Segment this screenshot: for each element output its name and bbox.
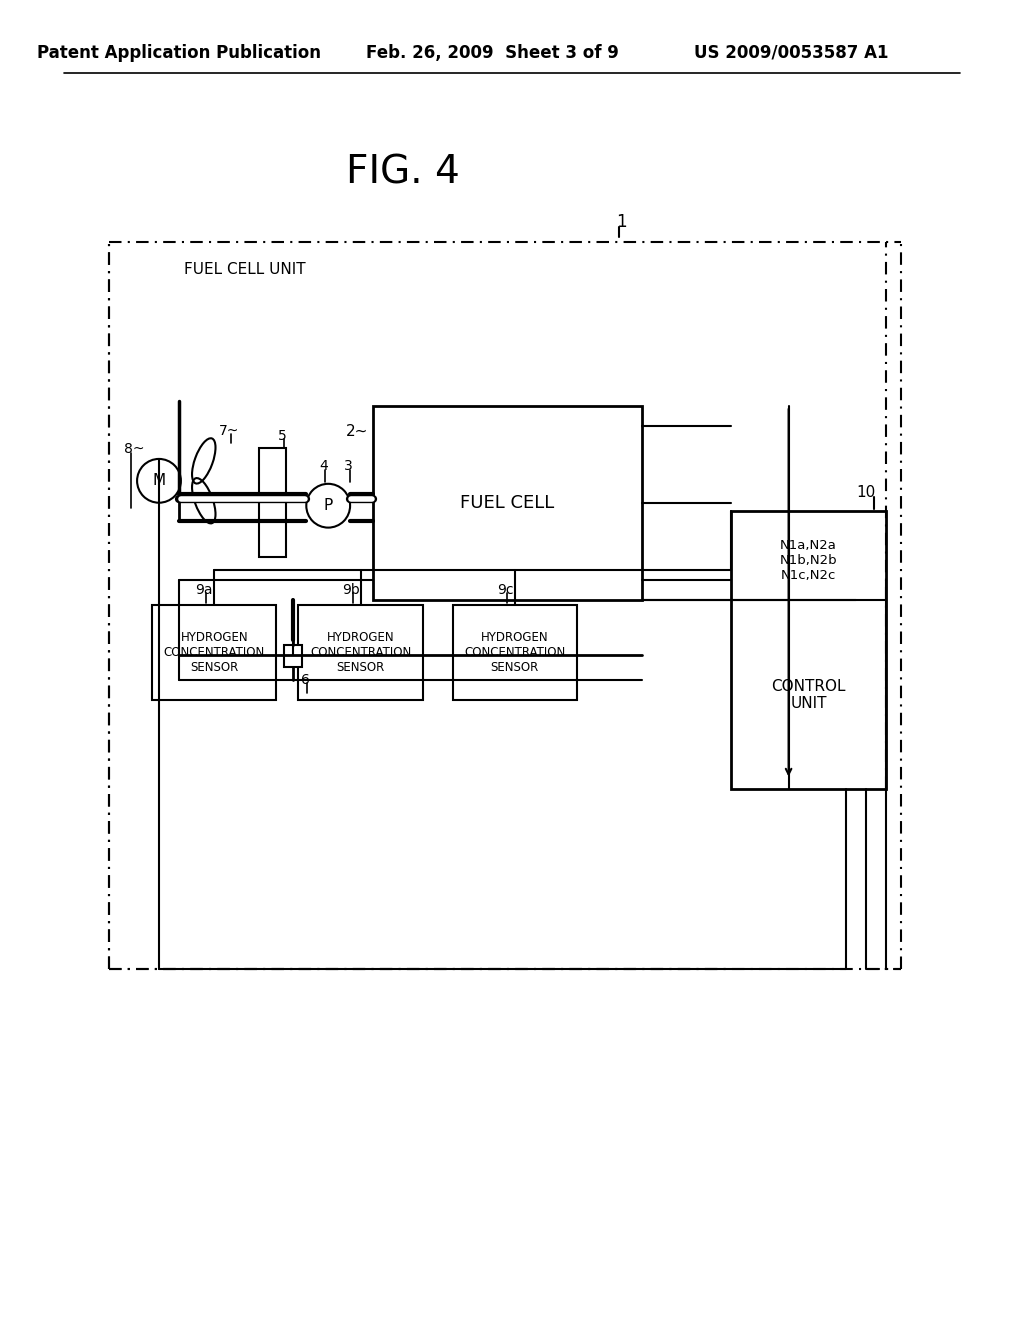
Text: 2~: 2~ bbox=[346, 424, 368, 438]
Text: M: M bbox=[153, 474, 166, 488]
FancyBboxPatch shape bbox=[152, 606, 276, 700]
Text: 9a: 9a bbox=[196, 583, 213, 598]
Text: 8~: 8~ bbox=[124, 442, 144, 455]
Text: FUEL CELL: FUEL CELL bbox=[460, 494, 555, 512]
Text: FUEL CELL UNIT: FUEL CELL UNIT bbox=[184, 261, 305, 277]
Text: CONTROL
UNIT: CONTROL UNIT bbox=[771, 678, 846, 711]
Text: FIG. 4: FIG. 4 bbox=[346, 153, 460, 191]
Text: Feb. 26, 2009  Sheet 3 of 9: Feb. 26, 2009 Sheet 3 of 9 bbox=[366, 44, 618, 62]
FancyBboxPatch shape bbox=[298, 606, 423, 700]
Text: 1: 1 bbox=[616, 213, 627, 231]
FancyBboxPatch shape bbox=[453, 606, 578, 700]
Text: 6: 6 bbox=[301, 673, 309, 686]
Text: HYDROGEN
CONCENTRATION
SENSOR: HYDROGEN CONCENTRATION SENSOR bbox=[164, 631, 265, 675]
FancyBboxPatch shape bbox=[731, 511, 886, 789]
Text: HYDROGEN
CONCENTRATION
SENSOR: HYDROGEN CONCENTRATION SENSOR bbox=[310, 631, 412, 675]
Text: 9b: 9b bbox=[342, 583, 359, 598]
Text: 5: 5 bbox=[279, 429, 287, 444]
Text: 4: 4 bbox=[318, 459, 328, 473]
Text: 7~: 7~ bbox=[218, 424, 239, 438]
Text: Patent Application Publication: Patent Application Publication bbox=[37, 44, 321, 62]
Text: 9c: 9c bbox=[497, 583, 513, 598]
FancyBboxPatch shape bbox=[373, 407, 642, 601]
Text: N1a,N2a
N1b,N2b
N1c,N2c: N1a,N2a N1b,N2b N1c,N2c bbox=[779, 539, 838, 582]
Text: US 2009/0053587 A1: US 2009/0053587 A1 bbox=[694, 44, 889, 62]
Text: 3: 3 bbox=[344, 459, 352, 473]
Text: HYDROGEN
CONCENTRATION
SENSOR: HYDROGEN CONCENTRATION SENSOR bbox=[464, 631, 565, 675]
Text: 10: 10 bbox=[856, 486, 876, 500]
FancyBboxPatch shape bbox=[258, 447, 287, 557]
Text: P: P bbox=[324, 498, 333, 513]
FancyBboxPatch shape bbox=[285, 645, 302, 667]
